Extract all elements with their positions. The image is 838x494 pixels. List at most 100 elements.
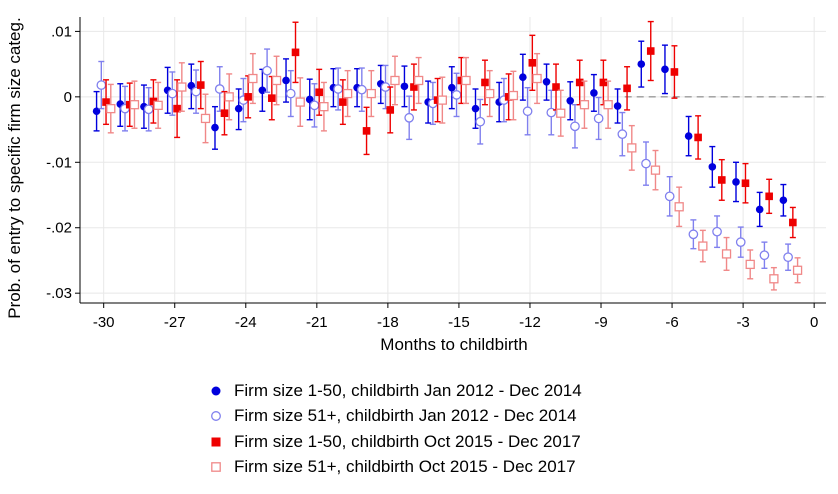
data-point xyxy=(319,102,329,112)
data-point xyxy=(617,129,628,139)
data-point xyxy=(755,205,764,214)
data-point xyxy=(437,95,447,105)
x-tick-label: -30 xyxy=(93,314,115,331)
y-tick-label: -.03 xyxy=(46,285,72,302)
data-point xyxy=(386,106,395,114)
data-point xyxy=(759,250,770,261)
data-point xyxy=(295,97,305,107)
data-point xyxy=(641,158,651,169)
data-point xyxy=(792,265,803,275)
data-point xyxy=(433,96,442,104)
data-point xyxy=(305,95,314,104)
data-point xyxy=(315,88,323,97)
data-point xyxy=(570,121,580,132)
data-point xyxy=(211,123,219,132)
x-tick-label: -15 xyxy=(448,314,470,331)
data-point xyxy=(735,237,746,247)
data-point xyxy=(712,226,722,237)
data-point xyxy=(366,88,376,99)
data-point xyxy=(688,229,699,240)
data-point xyxy=(721,249,732,259)
data-point xyxy=(698,241,708,251)
data-point xyxy=(309,100,320,111)
x-tick-label: -21 xyxy=(306,314,328,331)
data-point xyxy=(282,76,290,85)
data-point xyxy=(646,47,655,55)
data-point xyxy=(650,165,661,175)
data-point xyxy=(333,84,343,94)
data-point xyxy=(765,192,773,201)
x-tick-label: -24 xyxy=(235,314,257,331)
data-point xyxy=(708,163,717,171)
x-axis-title: Months to childbirth xyxy=(380,335,527,354)
data-point xyxy=(404,112,415,123)
axes: -30 -27 -24 -21 -18 -15 -12 -9 -6 -3 0.010-.01-.02… xyxy=(46,17,826,331)
data-point xyxy=(717,176,726,184)
x-tick-label: -9 xyxy=(594,314,607,331)
data-point xyxy=(603,100,613,110)
data-point xyxy=(234,104,243,113)
data-point xyxy=(779,196,788,205)
data-point xyxy=(542,77,551,86)
data-point xyxy=(745,259,755,270)
data-point xyxy=(129,100,140,110)
data-point xyxy=(613,102,622,110)
data-point xyxy=(694,133,702,142)
legend-label: Firm size 51+, childbirth Jan 2012 - Dec… xyxy=(234,406,577,426)
data-point xyxy=(732,178,740,186)
data-point xyxy=(451,90,462,100)
data-point xyxy=(627,143,637,153)
data-point xyxy=(475,116,486,127)
data-point xyxy=(143,104,154,115)
data-point xyxy=(670,68,679,76)
data-point xyxy=(102,98,110,106)
grid-lines xyxy=(80,17,826,303)
data-point xyxy=(173,104,181,113)
legend-label: Firm size 1-50, childbirth Jan 2012 - De… xyxy=(234,380,582,400)
data-point xyxy=(196,81,205,89)
data-point xyxy=(461,75,471,86)
x-tick-label: -3 xyxy=(736,314,749,331)
x-tick-label: -27 xyxy=(164,314,186,331)
data-point xyxy=(200,113,211,124)
data-point xyxy=(481,78,489,87)
data-point xyxy=(125,100,134,109)
legend-item: Firm size 1-50, childbirth Jan 2012 - De… xyxy=(210,378,770,404)
data-point xyxy=(414,75,424,86)
data-point xyxy=(149,97,158,106)
data-point xyxy=(599,78,608,87)
x-tick-label: -6 xyxy=(665,314,678,331)
y-tick-label: -.02 xyxy=(46,220,72,237)
data-point xyxy=(362,127,371,135)
data-point xyxy=(224,92,234,102)
data-point xyxy=(448,83,456,92)
data-point xyxy=(741,179,750,188)
data-point xyxy=(291,48,300,57)
data-point xyxy=(674,202,684,212)
data-point xyxy=(556,108,566,118)
data-point xyxy=(400,82,409,91)
data-point xyxy=(769,274,779,284)
legend-item: Firm size 51+, childbirth Oct 2015 - Dec… xyxy=(210,455,770,481)
data-point xyxy=(244,93,252,101)
data-point xyxy=(783,252,793,263)
data-point xyxy=(522,106,533,117)
data-point xyxy=(532,73,542,84)
data-point xyxy=(566,96,575,105)
data-point xyxy=(590,89,598,97)
data-point xyxy=(485,88,495,99)
legend-label: Firm size 1-50, childbirth Oct 2015 - De… xyxy=(234,431,581,451)
data-point xyxy=(92,107,101,116)
legend: Firm size 1-50, childbirth Jan 2012 - De… xyxy=(210,378,770,480)
chart-canvas: -30 -27 -24 -21 -18 -15 -12 -9 -6 -3 0.010-.01-.02… xyxy=(5,17,826,354)
series-4 xyxy=(106,52,803,291)
data-point xyxy=(575,78,584,87)
data-point xyxy=(167,88,178,99)
x-tick-label: 0 xyxy=(810,314,818,331)
legend-marker-filled-square xyxy=(211,437,221,447)
legend-marker-filled-circle xyxy=(211,386,221,396)
data-point xyxy=(664,191,675,202)
series-1 xyxy=(92,40,788,228)
data-point xyxy=(789,218,797,227)
